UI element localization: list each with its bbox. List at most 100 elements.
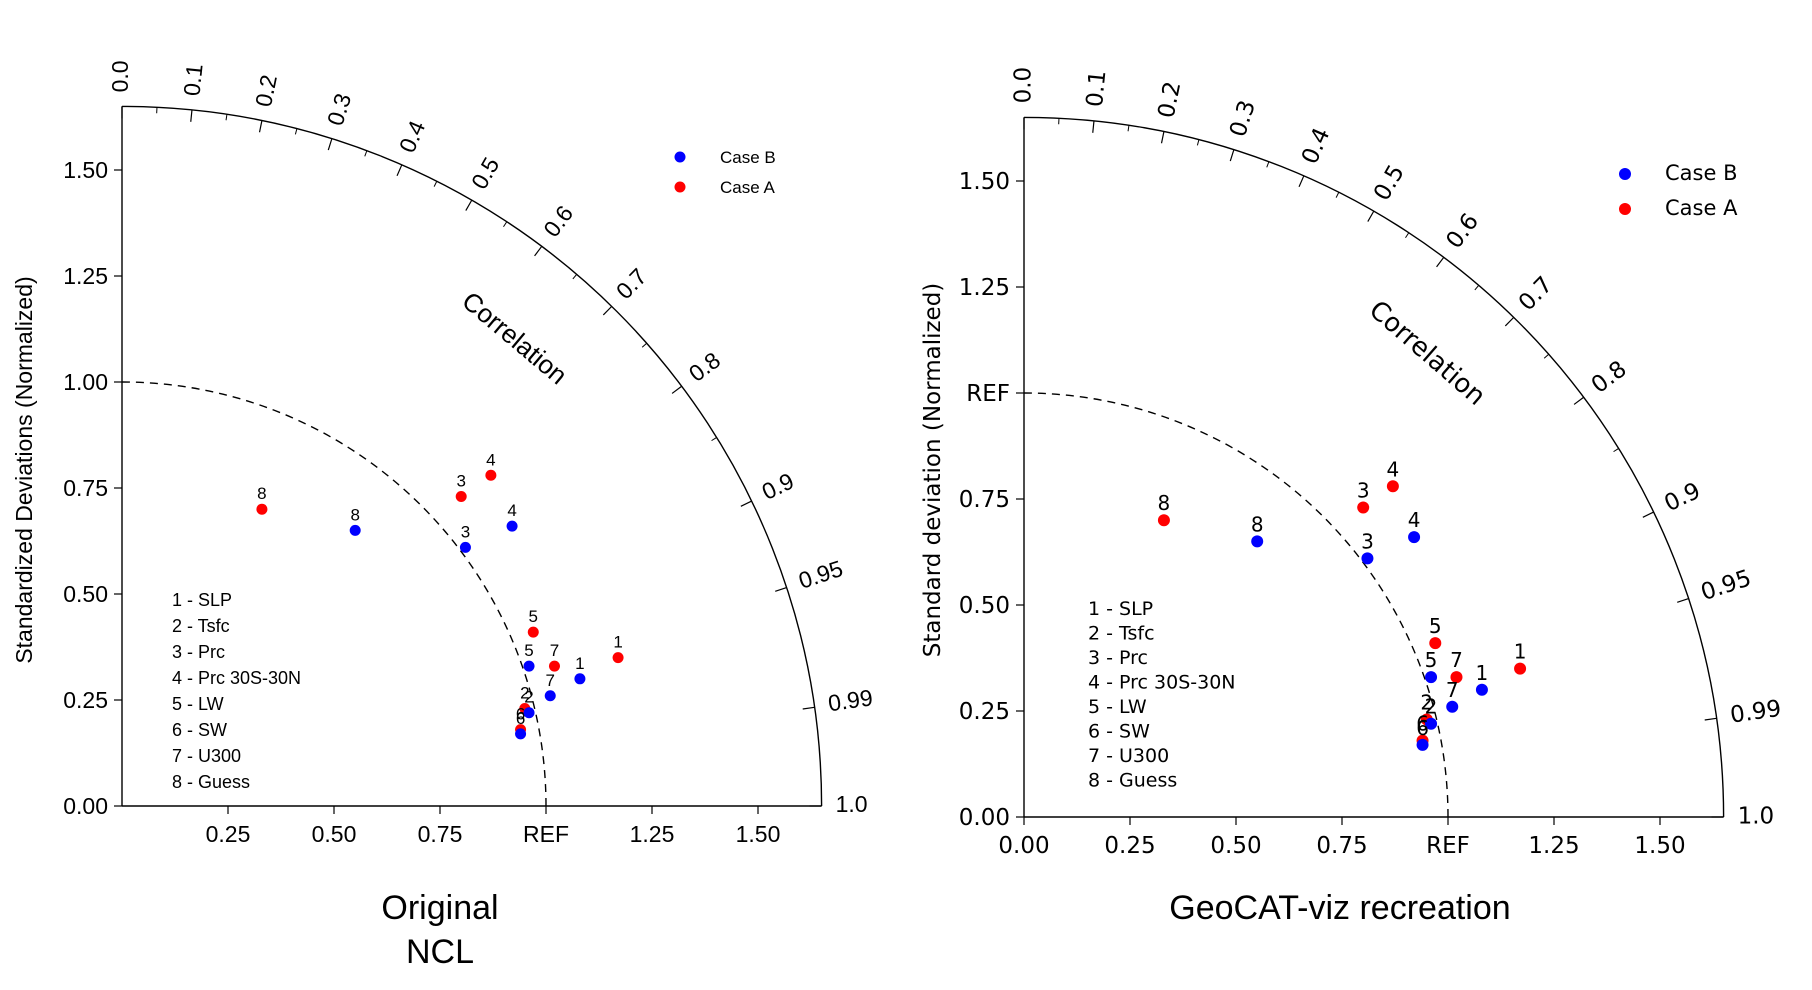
data-point [1361, 552, 1374, 565]
data-point [612, 652, 624, 664]
legend-marker [1619, 203, 1631, 215]
correlation-tick [802, 706, 815, 710]
correlation-tick-label: 0.0 [107, 60, 133, 92]
y-axis-title: Standardized Deviations (Normalized) [11, 276, 37, 663]
correlation-tick-label: 0.9 [1660, 478, 1704, 517]
data-point-label: 3 [1361, 529, 1374, 553]
data-point-label: 4 [1387, 457, 1400, 481]
data-point-label: 7 [1450, 648, 1463, 672]
y-tick-label: 0.25 [63, 687, 108, 713]
correlation-tick [740, 500, 752, 507]
correlation-tick [1298, 175, 1305, 188]
correlation-tick-label: 0.4 [1297, 124, 1335, 168]
x-tick-label: 1.25 [1528, 833, 1579, 859]
y-tick-label: 1.25 [959, 275, 1010, 301]
correlation-minor-tick [711, 437, 717, 442]
correlation-tick-label: 0.2 [1153, 79, 1186, 120]
correlation-minor-tick [225, 114, 228, 121]
data-point-label: 8 [1251, 512, 1264, 536]
data-point [1446, 700, 1459, 713]
x-tick-label: REF [1426, 833, 1470, 859]
data-point-label: 7 [546, 671, 555, 690]
variable-label: 2 - Tsfc [172, 616, 230, 636]
variable-label: 1 - SLP [1088, 598, 1153, 620]
correlation-tick [258, 120, 263, 133]
variable-label: 4 - Prc 30S-30N [1088, 672, 1236, 694]
data-point [506, 520, 518, 532]
correlation-tick-label: 0.3 [322, 90, 356, 128]
data-point-label: 2 [1425, 695, 1438, 719]
data-point [1450, 671, 1463, 684]
y-tick-label: 0.75 [63, 475, 108, 501]
legend-marker [674, 181, 686, 193]
data-point-label: 2 [1420, 690, 1433, 714]
x-tick-label: 1.50 [1634, 833, 1685, 859]
x-tick-label: REF [523, 821, 569, 847]
variable-label: 2 - Tsfc [1088, 623, 1155, 645]
correlation-tick [1436, 256, 1445, 268]
data-point-label: 8 [257, 484, 266, 503]
data-point-label: 4 [507, 501, 516, 520]
correlation-tick [1642, 511, 1654, 518]
data-point [455, 490, 467, 502]
data-point-label: 5 [524, 641, 533, 660]
y-tick-label: 0.50 [959, 593, 1010, 619]
data-point [485, 469, 497, 481]
caption-line: NCL [405, 933, 475, 971]
variable-label: 4 - Prc 30S-30N [172, 668, 301, 688]
variable-label: 1 - SLP [172, 590, 232, 610]
data-point [574, 673, 586, 685]
correlation-minor-tick [294, 128, 298, 135]
correlation-tick-label: 0.9 [758, 468, 798, 505]
x-tick-label: 0.25 [1104, 833, 1155, 859]
correlation-tick [1573, 396, 1585, 405]
correlation-tick [1704, 717, 1717, 721]
data-point-label: 8 [1158, 491, 1171, 515]
y-tick-label: 0.50 [63, 581, 108, 607]
correlation-tick-label: 0.3 [1225, 97, 1261, 140]
x-tick-label: 0.75 [1316, 833, 1367, 859]
correlation-tick-label: 0.8 [684, 347, 725, 387]
data-point [527, 626, 539, 638]
data-point [1514, 662, 1527, 675]
data-point-label: 5 [1425, 648, 1438, 672]
data-point [459, 541, 471, 553]
variable-label: 7 - U300 [1088, 745, 1169, 767]
data-point-label: 7 [1446, 678, 1459, 702]
data-point-label: 6 [516, 705, 525, 724]
variable-label: 6 - SW [1088, 721, 1150, 743]
data-point [544, 690, 556, 702]
correlation-minor-tick [1335, 192, 1340, 198]
correlation-tick [190, 109, 193, 122]
correlation-tick [775, 586, 787, 592]
variable-label: 8 - Guess [172, 772, 250, 792]
correlation-tick-label: 0.1 [1082, 69, 1112, 108]
correlation-minor-tick [641, 342, 648, 348]
y-tick-label: 0.00 [959, 805, 1010, 831]
correlation-tick-label: 0.7 [1514, 272, 1558, 316]
y-tick-label: 0.25 [959, 699, 1010, 725]
data-point [256, 503, 268, 515]
correlation-minor-tick [433, 181, 438, 187]
y-tick-label: 1.50 [959, 169, 1010, 195]
correlation-tick-label: 0.4 [394, 117, 431, 157]
data-point [1425, 671, 1438, 684]
correlation-tick-label: 0.5 [466, 153, 505, 194]
correlation-tick [327, 138, 333, 151]
data-point [1425, 717, 1438, 730]
x-tick-label: 0.50 [1210, 833, 1261, 859]
y-tick-label: 1.00 [63, 369, 108, 395]
taylor-diagram-recreation: 0.00 0.25 0.50 0.75 REF 1.25 1.500.000.250.500… [920, 67, 1783, 859]
legend-entry: Case A [1665, 196, 1738, 220]
correlation-minor-tick [1613, 448, 1619, 453]
correlation-minor-tick [1543, 353, 1550, 359]
x-tick-label: 0.75 [418, 821, 463, 847]
data-point-label: 5 [529, 607, 538, 626]
correlation-tick [1504, 316, 1515, 327]
data-point-label: 5 [1429, 614, 1442, 638]
correlation-tick-label: 0.7 [611, 263, 652, 304]
legend-marker [1619, 168, 1631, 180]
x-tick-label: 0.25 [206, 821, 251, 847]
correlation-title: Correlation [1363, 295, 1491, 412]
